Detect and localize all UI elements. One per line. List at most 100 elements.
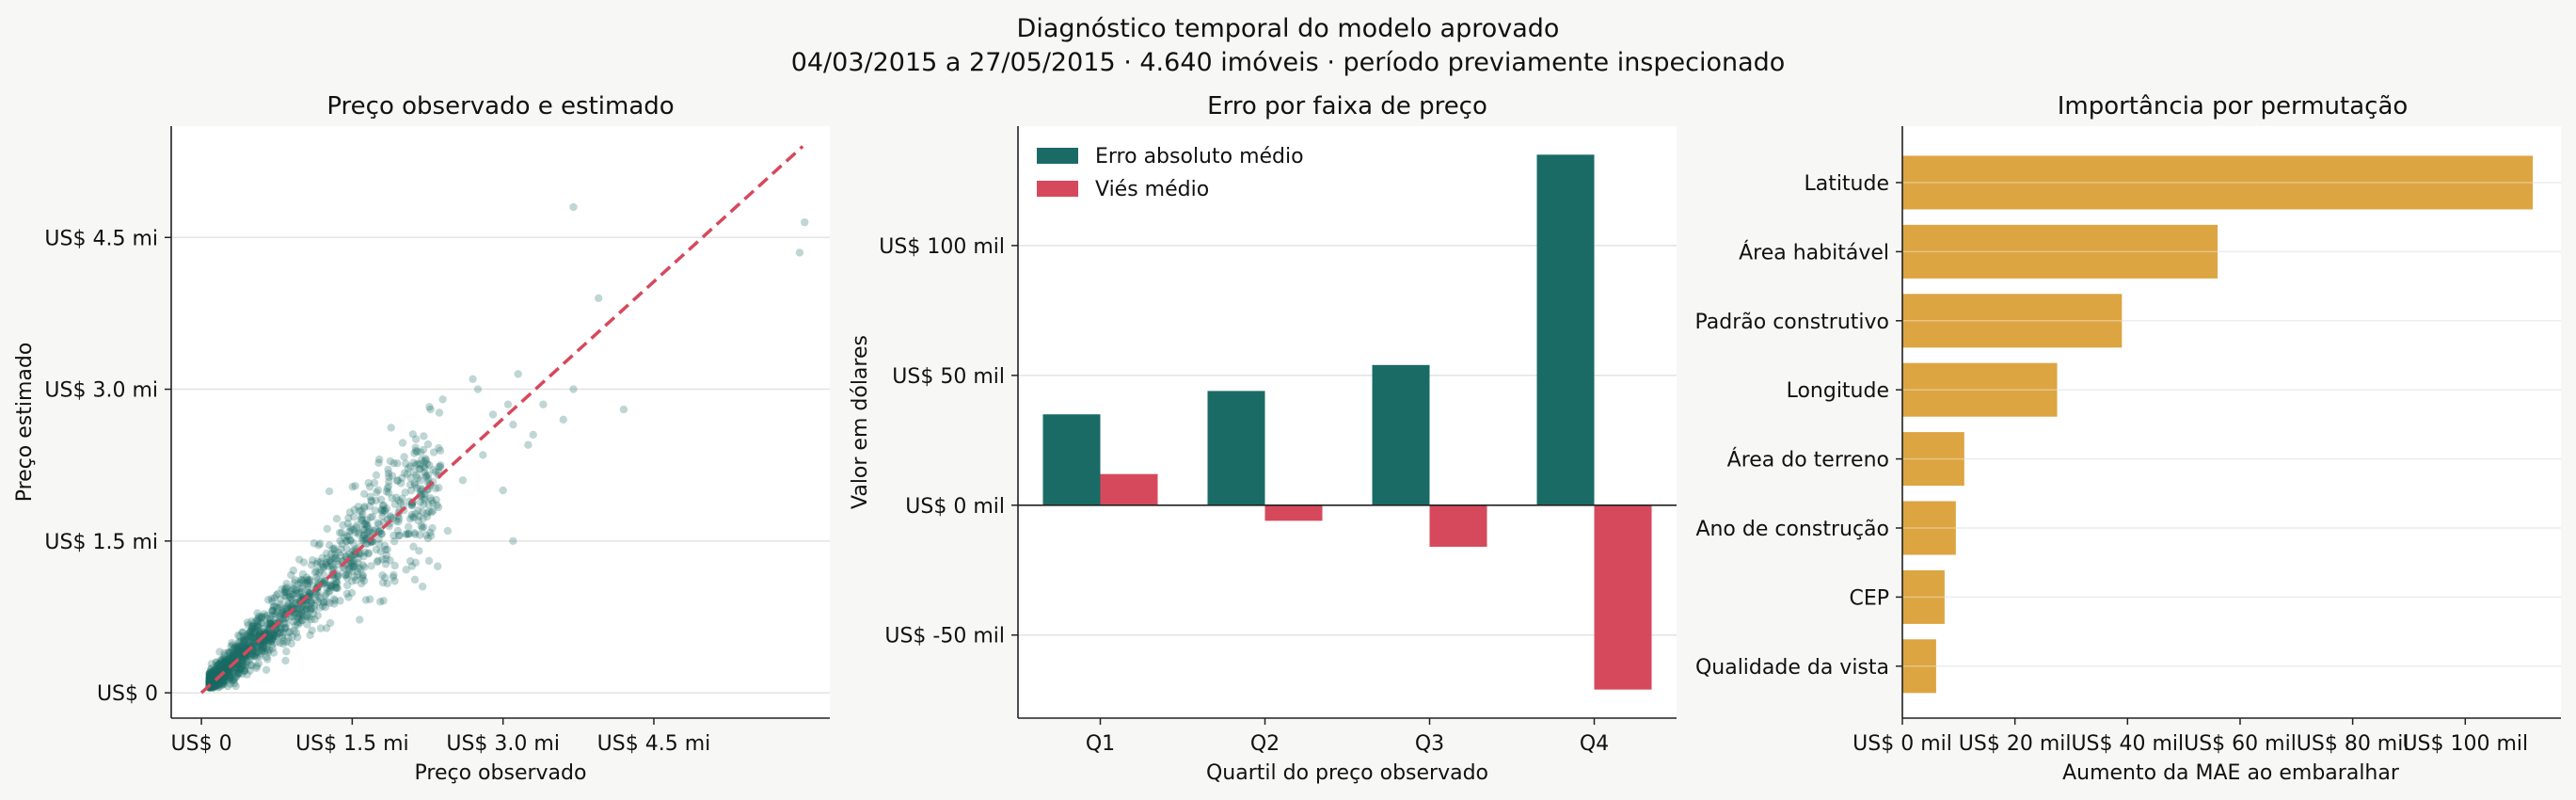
scatter-point <box>307 561 316 569</box>
scatter-point <box>313 591 323 600</box>
scatter-point <box>422 459 432 469</box>
scatter-point <box>313 611 323 620</box>
scatter-point <box>268 606 277 616</box>
scatter-point <box>237 664 246 674</box>
scatter-point <box>205 677 215 686</box>
scatter-point <box>379 502 389 510</box>
scatter-point <box>278 633 287 642</box>
scatter-point <box>218 665 227 674</box>
scatter-point <box>348 559 358 568</box>
scatter-point <box>205 677 214 686</box>
scatter-point <box>214 666 222 675</box>
scatter-point <box>354 558 362 568</box>
scatter-point <box>289 566 298 575</box>
scatter-point <box>273 608 281 616</box>
scatter-point <box>328 563 338 571</box>
scatter-point <box>298 605 307 615</box>
scatter-point <box>289 584 298 594</box>
scatter-point <box>256 652 264 661</box>
scatter-point <box>269 632 278 640</box>
scatter-point <box>411 509 420 518</box>
scatter-point <box>288 584 296 592</box>
scatter-point <box>801 217 809 227</box>
scatter-point <box>344 514 353 522</box>
scatter-point <box>423 475 433 484</box>
scatter-point <box>211 668 219 677</box>
scatter-point <box>360 563 369 571</box>
scatter-point <box>307 600 315 608</box>
scatter-point <box>205 669 214 678</box>
x-tick-label: US$ 0 <box>171 732 232 756</box>
scatter-point <box>438 395 447 404</box>
scatter-point <box>216 655 225 664</box>
scatter-point <box>420 500 428 508</box>
scatter-point <box>401 488 409 497</box>
scatter-point <box>267 594 276 603</box>
scatter-point <box>385 472 393 481</box>
scatter-point <box>326 618 335 628</box>
scatter-point <box>213 668 221 677</box>
scatter-point <box>330 574 339 583</box>
scatter-point <box>404 464 413 472</box>
scatter-point <box>569 202 578 212</box>
scatter-point <box>378 505 387 515</box>
scatter-point <box>393 526 403 536</box>
scatter-point <box>352 523 361 532</box>
error-bar-panel: US$ -50 mil US$ 0 mil US$ 50 mil US$ 100 mi… <box>849 92 1677 785</box>
scatter-point <box>432 495 440 504</box>
scatter-point <box>321 591 329 600</box>
scatter-point <box>223 658 231 666</box>
scatter-point <box>421 455 430 463</box>
scatter-point <box>265 630 275 638</box>
scatter-point <box>249 628 258 636</box>
scatter-point <box>226 672 235 681</box>
scatter-point <box>209 676 217 684</box>
scatter-point <box>341 571 350 580</box>
scatter-point <box>418 507 427 516</box>
scatter-point <box>206 674 215 683</box>
scatter-point <box>326 586 334 595</box>
scatter-point <box>222 663 231 671</box>
scatter-point <box>378 512 387 521</box>
scatter-point <box>402 566 410 574</box>
scatter-point <box>398 494 406 503</box>
scatter-point <box>209 682 217 691</box>
scatter-point <box>272 638 280 647</box>
scatter-point <box>262 636 270 645</box>
scatter-point <box>300 612 309 621</box>
scatter-point <box>207 676 215 685</box>
scatter-point <box>257 613 266 621</box>
scatter-point <box>274 589 282 599</box>
scatter-point <box>594 294 603 302</box>
scatter-point <box>215 682 224 691</box>
scatter-point <box>393 476 402 486</box>
y-tick-label: US$ 1.5 mi <box>44 531 158 554</box>
scatter-point <box>333 579 342 587</box>
scatter-point <box>217 664 227 673</box>
scatter-point <box>302 573 311 582</box>
scatter-point <box>238 628 246 637</box>
scatter-point <box>217 659 226 667</box>
scatter-point <box>410 513 419 521</box>
scatter-point <box>248 622 257 631</box>
scatter-point <box>306 577 314 585</box>
scatter-point <box>278 632 286 640</box>
scatter-point <box>297 616 306 625</box>
y-tick-label: CEP <box>1849 586 1889 610</box>
scatter-point <box>265 619 274 629</box>
scatter-point <box>327 550 336 558</box>
scatter-point <box>221 656 230 665</box>
scatter-point <box>228 666 236 676</box>
scatter-point <box>339 520 347 530</box>
scatter-point <box>205 676 215 684</box>
scatter-point <box>299 558 309 567</box>
panel-title: Preço observado e estimado <box>326 92 674 120</box>
scatter-point <box>386 512 394 520</box>
scatter-point <box>422 512 432 521</box>
scatter-point <box>205 670 215 680</box>
scatter-point <box>280 624 290 632</box>
scatter-point <box>205 673 214 681</box>
scatter-point <box>240 666 249 675</box>
scatter-point <box>237 643 246 651</box>
scatter-point <box>229 652 238 661</box>
